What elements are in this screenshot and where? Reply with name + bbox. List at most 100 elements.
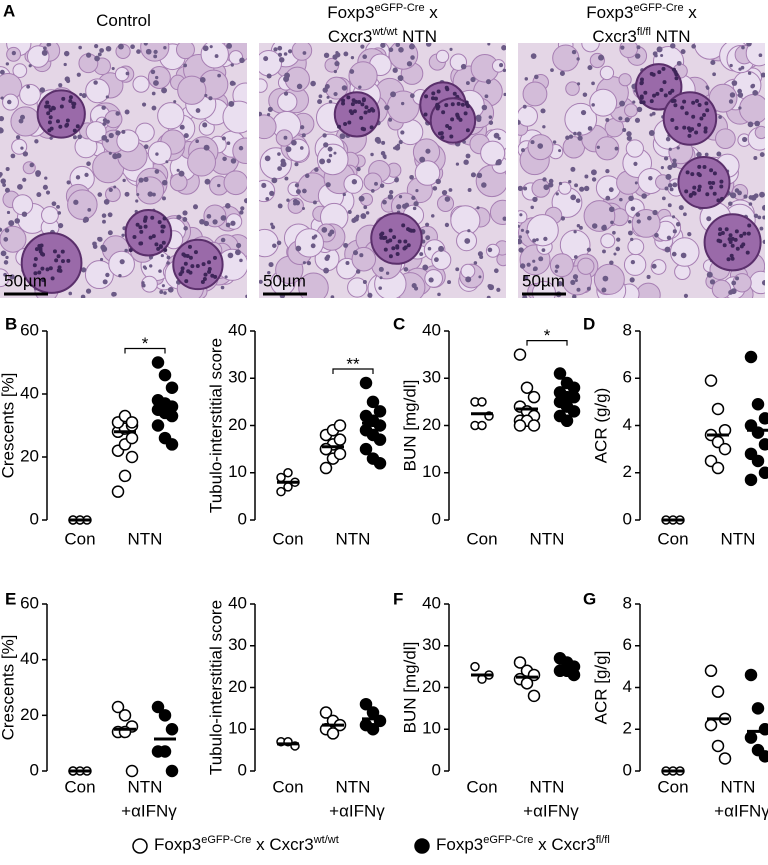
nucleus <box>758 53 763 58</box>
nucleus <box>150 215 155 220</box>
nucleus <box>476 172 483 179</box>
nucleus <box>601 287 607 293</box>
nucleus <box>444 196 451 202</box>
nucleus <box>388 254 393 259</box>
nucleus <box>180 269 185 274</box>
nucleus <box>139 229 144 234</box>
nucleus <box>34 247 39 252</box>
nucleus <box>759 191 765 198</box>
nucleus <box>33 271 38 276</box>
nucleus <box>310 243 316 249</box>
data-point <box>151 356 165 369</box>
nucleus <box>438 245 445 252</box>
nucleus <box>273 47 278 52</box>
nucleus <box>444 103 449 108</box>
y-axis-label: Crescents [%] <box>0 635 17 741</box>
nucleus <box>51 106 56 111</box>
nucleus <box>570 194 577 201</box>
nucleus <box>243 198 247 204</box>
nucleus <box>596 145 600 149</box>
nucleus <box>652 51 658 57</box>
x-tick-label: NTN <box>128 529 163 548</box>
nucleus <box>639 81 644 86</box>
data-point <box>520 677 534 690</box>
nucleus <box>627 230 633 236</box>
nucleus <box>729 63 733 68</box>
nucleus <box>664 186 669 191</box>
nucleus <box>230 63 234 67</box>
nucleus <box>410 55 415 60</box>
tubule <box>627 238 645 256</box>
nucleus <box>161 87 168 94</box>
nucleus <box>488 115 493 119</box>
nucleus <box>487 247 493 253</box>
data-point <box>125 764 139 778</box>
nucleus <box>388 117 393 122</box>
nucleus <box>105 95 109 99</box>
tubule <box>518 105 538 127</box>
data-point <box>477 397 487 407</box>
nucleus <box>610 220 614 225</box>
nucleus <box>68 98 73 103</box>
legend-symbol <box>132 838 148 854</box>
nucleus <box>207 260 212 265</box>
tubule <box>485 243 500 258</box>
nucleus <box>267 270 271 275</box>
nucleus <box>402 203 408 209</box>
data-point <box>158 368 172 382</box>
nucleus <box>484 94 489 99</box>
superscript: eGFP-Cre <box>201 834 251 846</box>
nucleus <box>159 290 164 294</box>
nucleus <box>203 220 210 227</box>
tubule <box>711 279 732 298</box>
data-point <box>704 374 718 387</box>
nucleus <box>166 261 170 265</box>
nucleus <box>465 81 470 86</box>
nucleus <box>102 118 108 123</box>
nucleus <box>304 173 310 179</box>
nucleus <box>571 49 577 55</box>
nucleus <box>448 188 453 192</box>
nucleus <box>576 57 580 61</box>
nucleus <box>43 46 47 51</box>
nucleus <box>636 219 641 224</box>
nucleus <box>683 293 689 298</box>
nucleus <box>620 45 625 50</box>
nucleus <box>155 75 159 80</box>
nucleus <box>77 134 83 140</box>
nucleus <box>240 206 245 211</box>
nucleus <box>694 130 699 135</box>
texture <box>518 43 765 298</box>
nucleus <box>570 166 576 172</box>
nucleus <box>379 276 383 280</box>
nucleus <box>100 257 104 262</box>
nucleus <box>435 178 441 185</box>
nucleus <box>220 285 225 290</box>
nucleus <box>190 264 195 269</box>
nucleus <box>680 105 685 110</box>
nucleus <box>317 99 323 105</box>
y-tick-label: 30 <box>228 635 247 654</box>
tubule <box>595 136 620 161</box>
nucleus <box>118 273 122 278</box>
data-point <box>118 469 132 483</box>
nucleus <box>652 209 658 216</box>
nucleus <box>691 100 696 105</box>
tubule <box>522 81 548 107</box>
nucleus <box>383 156 387 160</box>
nucleus <box>486 295 491 298</box>
data-point <box>711 739 725 753</box>
superscript: eGFP-Cre <box>374 2 424 14</box>
significance-bracket <box>526 340 568 346</box>
nucleus <box>487 283 492 289</box>
nucleus <box>388 228 393 233</box>
data-point <box>366 395 380 409</box>
nucleus <box>300 125 305 130</box>
tubule <box>141 275 158 293</box>
data-point <box>704 664 718 678</box>
nucleus <box>449 47 453 51</box>
data-point <box>333 447 347 461</box>
text-run: NTN <box>397 27 437 46</box>
nucleus <box>350 102 355 107</box>
nucleus <box>4 187 10 193</box>
